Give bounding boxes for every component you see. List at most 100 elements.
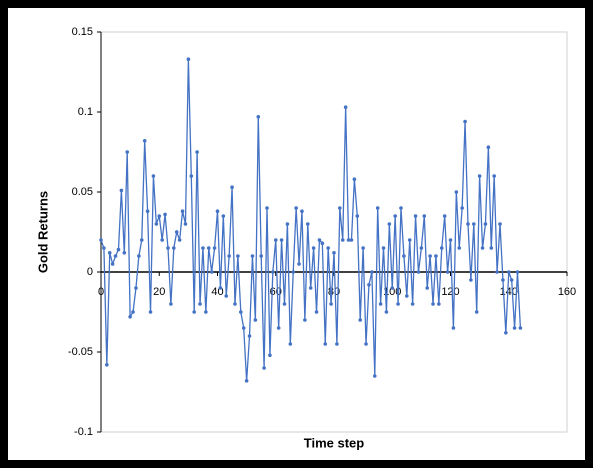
point: [172, 246, 176, 250]
y-tick-label: 0.05: [72, 186, 93, 198]
point: [375, 206, 380, 210]
point: [320, 241, 325, 245]
point: [233, 302, 237, 306]
point: [206, 246, 211, 250]
point: [265, 206, 269, 210]
point: [195, 150, 199, 154]
point: [367, 283, 371, 287]
point: [303, 318, 307, 322]
point: [151, 174, 156, 178]
point: [393, 214, 397, 218]
point: [131, 310, 135, 314]
point: [282, 302, 287, 306]
point: [419, 246, 424, 250]
point: [148, 310, 153, 314]
point: [506, 270, 511, 274]
point: [509, 278, 514, 282]
point: [279, 238, 284, 242]
x-axis-title: Time step: [304, 435, 365, 450]
x-tick-label: 160: [558, 286, 576, 298]
point: [291, 270, 296, 274]
point: [244, 379, 249, 383]
point: [134, 286, 138, 290]
point: [268, 353, 272, 358]
point: [329, 302, 333, 306]
point: [486, 145, 491, 149]
point: [142, 139, 147, 143]
point: [442, 214, 447, 218]
point: [402, 254, 406, 258]
point: [160, 238, 164, 242]
point: [332, 251, 336, 255]
point: [102, 246, 106, 250]
point: [204, 310, 208, 314]
point: [428, 254, 432, 258]
point: [469, 278, 473, 282]
point: [305, 222, 310, 226]
point: [518, 326, 523, 330]
point: [186, 57, 191, 61]
point: [224, 294, 229, 298]
point: [271, 270, 275, 274]
y-tick-label: -0.05: [68, 346, 93, 358]
point: [495, 270, 499, 274]
point: [276, 326, 281, 330]
y-tick-label: 0.1: [78, 106, 93, 118]
point: [189, 174, 194, 178]
y-tick-label: -0.1: [74, 426, 93, 438]
point: [425, 286, 430, 290]
x-tick-label: 120: [441, 286, 459, 298]
point: [239, 310, 243, 314]
point: [355, 214, 360, 218]
point: [215, 209, 220, 213]
point: [247, 334, 252, 338]
point: [99, 238, 103, 242]
point: [145, 209, 150, 213]
point: [163, 212, 167, 217]
point: [183, 222, 188, 226]
point: [454, 190, 459, 194]
y-tick-label: 0.15: [72, 26, 93, 38]
point: [177, 238, 182, 242]
point: [474, 310, 479, 314]
point: [262, 366, 266, 370]
point: [250, 254, 255, 258]
y-tick-label: 0: [87, 266, 93, 278]
point: [180, 209, 185, 213]
point: [338, 206, 342, 210]
point: [323, 342, 328, 346]
point: [387, 222, 392, 226]
point: [122, 251, 127, 255]
point: [405, 294, 409, 298]
point: [113, 254, 118, 258]
point: [110, 262, 115, 266]
point: [504, 331, 508, 335]
point: [137, 254, 141, 258]
x-tick-label: 0: [98, 286, 104, 298]
point: [107, 251, 112, 255]
point: [390, 286, 395, 290]
point: [227, 254, 231, 258]
point: [116, 247, 121, 252]
point: [311, 246, 316, 250]
x-tick-label: 20: [153, 286, 165, 298]
point: [288, 342, 293, 346]
point: [370, 270, 374, 274]
point: [477, 174, 482, 178]
point: [399, 206, 403, 210]
point: [512, 326, 517, 330]
point: [396, 302, 400, 306]
point: [192, 310, 196, 314]
point: [285, 222, 290, 226]
point: [463, 119, 467, 124]
point: [308, 286, 313, 290]
point: [253, 318, 258, 322]
point: [294, 206, 298, 210]
point: [259, 254, 263, 258]
point: [361, 246, 365, 250]
point: [437, 302, 441, 306]
point: [105, 363, 109, 367]
point: [358, 318, 363, 322]
point: [212, 246, 217, 250]
point: [372, 374, 377, 378]
